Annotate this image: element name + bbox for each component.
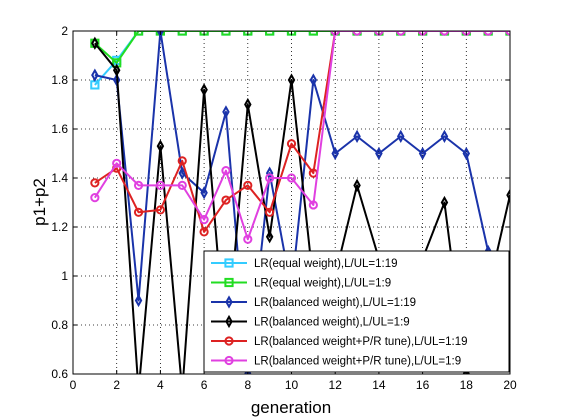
x-tick-label: 10: [285, 378, 299, 392]
legend-marker: [224, 277, 234, 288]
legend-label: LR(balanced weight+P/R tune),L/UL=1:19: [254, 336, 468, 348]
data-point: [177, 156, 187, 166]
y-tick-label: 1.6: [51, 122, 68, 136]
data-point: [286, 139, 297, 149]
data-point: [136, 387, 141, 396]
legend-item: LR(balanced weight+P/R tune),L/UL=1:9: [211, 356, 461, 368]
legend-marker: [224, 258, 234, 268]
data-point: [155, 180, 165, 190]
data-point: [265, 31, 275, 36]
data-point: [353, 178, 361, 192]
data-point: [177, 31, 187, 36]
y-axis-label: p1+p2: [30, 178, 49, 226]
data-point: [133, 180, 144, 190]
x-tick-label: 2: [113, 378, 120, 392]
legend-box: [203, 250, 510, 373]
data-point: [178, 166, 186, 180]
x-tick-label: 6: [201, 378, 208, 392]
data-point: [177, 180, 187, 190]
x-tick-label: 12: [329, 378, 343, 392]
data-point: [243, 180, 253, 190]
series-line: [94, 31, 510, 233]
x-tick-label: 18: [460, 378, 474, 392]
x-tick-label: 16: [416, 378, 430, 392]
y-tick-label: 1: [61, 269, 68, 283]
data-point: [418, 146, 427, 161]
y-tick-label: 0.8: [51, 318, 68, 332]
data-point: [133, 31, 144, 36]
legend-label: LR(balanced weight),L/UL=1:19: [254, 297, 416, 309]
data-point: [353, 129, 361, 143]
legend-marker: [224, 355, 234, 366]
legend-marker: [225, 314, 233, 329]
data-point: [200, 186, 208, 200]
data-point: [265, 173, 275, 183]
data-point: [308, 200, 318, 210]
data-point: [440, 195, 449, 210]
data-point: [90, 178, 100, 188]
data-point: [244, 97, 252, 112]
data-point: [440, 129, 449, 143]
data-point: [221, 31, 231, 36]
legend-label: LR(balanced weight),L/UL=1:9: [254, 317, 410, 329]
data-point: [112, 63, 121, 77]
data-point: [506, 188, 510, 202]
data-point: [243, 234, 253, 244]
data-point: [133, 207, 144, 217]
data-point: [222, 105, 230, 119]
data-point: [156, 139, 165, 153]
data-point: [308, 31, 318, 36]
legend-item: LR(balanced weight+P/R tune),L/UL=1:19: [211, 336, 468, 348]
legend-label: LR(balanced weight+P/R tune),L/UL=1:9: [254, 356, 461, 368]
data-point: [134, 293, 143, 308]
y-tick-label: 1.4: [51, 171, 68, 185]
data-point: [91, 36, 99, 50]
x-tick-label: 20: [503, 378, 517, 392]
data-point: [287, 73, 296, 87]
data-point: [199, 215, 209, 225]
x-axis-label: generation: [251, 398, 331, 417]
data-point: [156, 31, 165, 38]
legend-label: LR(equal weight),L/UL=1:9: [254, 278, 391, 290]
data-point: [265, 207, 275, 217]
x-tick-label: 8: [244, 378, 251, 392]
legend: LR(equal weight),L/UL=1:19 LR(equal weigh…: [203, 250, 510, 373]
data-point: [375, 146, 383, 161]
legend-item: LR(equal weight),L/UL=1:9: [211, 278, 391, 290]
y-tick-label: 2: [61, 24, 68, 38]
legend-marker: [224, 336, 234, 346]
data-point: [221, 195, 231, 205]
data-point: [221, 166, 231, 176]
legend-item: LR(balanced weight),L/UL=1:19: [211, 295, 416, 309]
data-point: [180, 387, 185, 396]
data-point: [483, 31, 493, 36]
data-point: [155, 205, 165, 215]
legend-item: LR(balanced weight),L/UL=1:9: [211, 314, 410, 329]
legend-item: LR(equal weight),L/UL=1:19: [211, 258, 398, 270]
data-point: [199, 227, 209, 237]
data-point: [91, 68, 99, 82]
data-point: [462, 146, 471, 161]
data-point: [439, 31, 450, 36]
data-point: [200, 83, 208, 97]
data-point: [397, 129, 405, 143]
data-point: [286, 173, 297, 183]
x-tick-label: 14: [372, 378, 386, 392]
y-tick-label: 1.2: [51, 220, 68, 234]
data-point: [265, 230, 274, 244]
x-tick-label: 4: [157, 378, 164, 392]
data-point: [352, 31, 362, 36]
data-point: [309, 73, 318, 87]
x-tick-label: 0: [70, 378, 77, 392]
legend-marker: [225, 295, 233, 309]
data-point: [331, 146, 339, 161]
y-tick-label: 1.8: [51, 73, 68, 87]
y-tick-label: 0.6: [51, 367, 68, 381]
data-point: [90, 193, 100, 203]
legend-label: LR(equal weight),L/UL=1:19: [254, 258, 398, 270]
data-point: [112, 158, 122, 168]
data-point: [396, 31, 406, 36]
